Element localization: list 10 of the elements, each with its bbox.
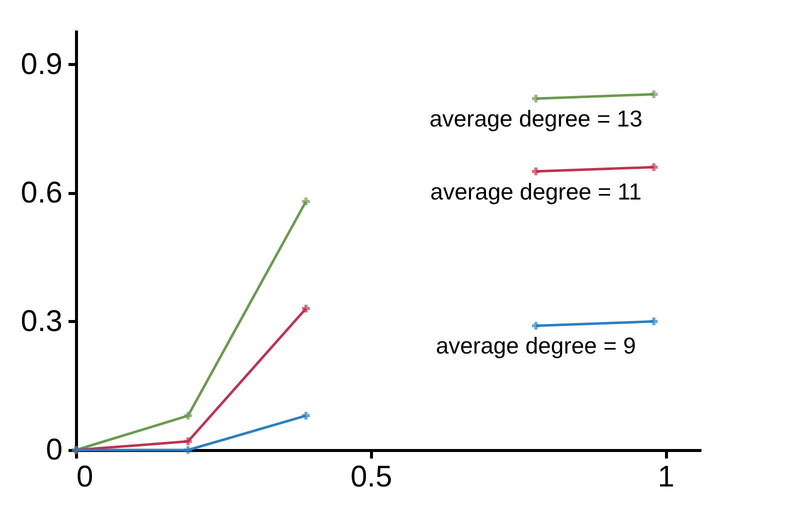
x-tick-label: 0.5 <box>350 460 392 494</box>
series-label: average degree = 9 <box>436 332 636 359</box>
series-label: average degree = 13 <box>429 106 642 132</box>
series-label: average degree = 11 <box>430 178 642 204</box>
x-tick-label: 0 <box>76 460 94 494</box>
y-tick-label: 0.3 <box>20 304 62 338</box>
x-tick-label: 1 <box>658 460 674 494</box>
y-tick-label: 0.6 <box>20 176 62 210</box>
y-tick-label: 0 <box>46 434 62 466</box>
y-tick-label: 0.9 <box>20 48 62 81</box>
